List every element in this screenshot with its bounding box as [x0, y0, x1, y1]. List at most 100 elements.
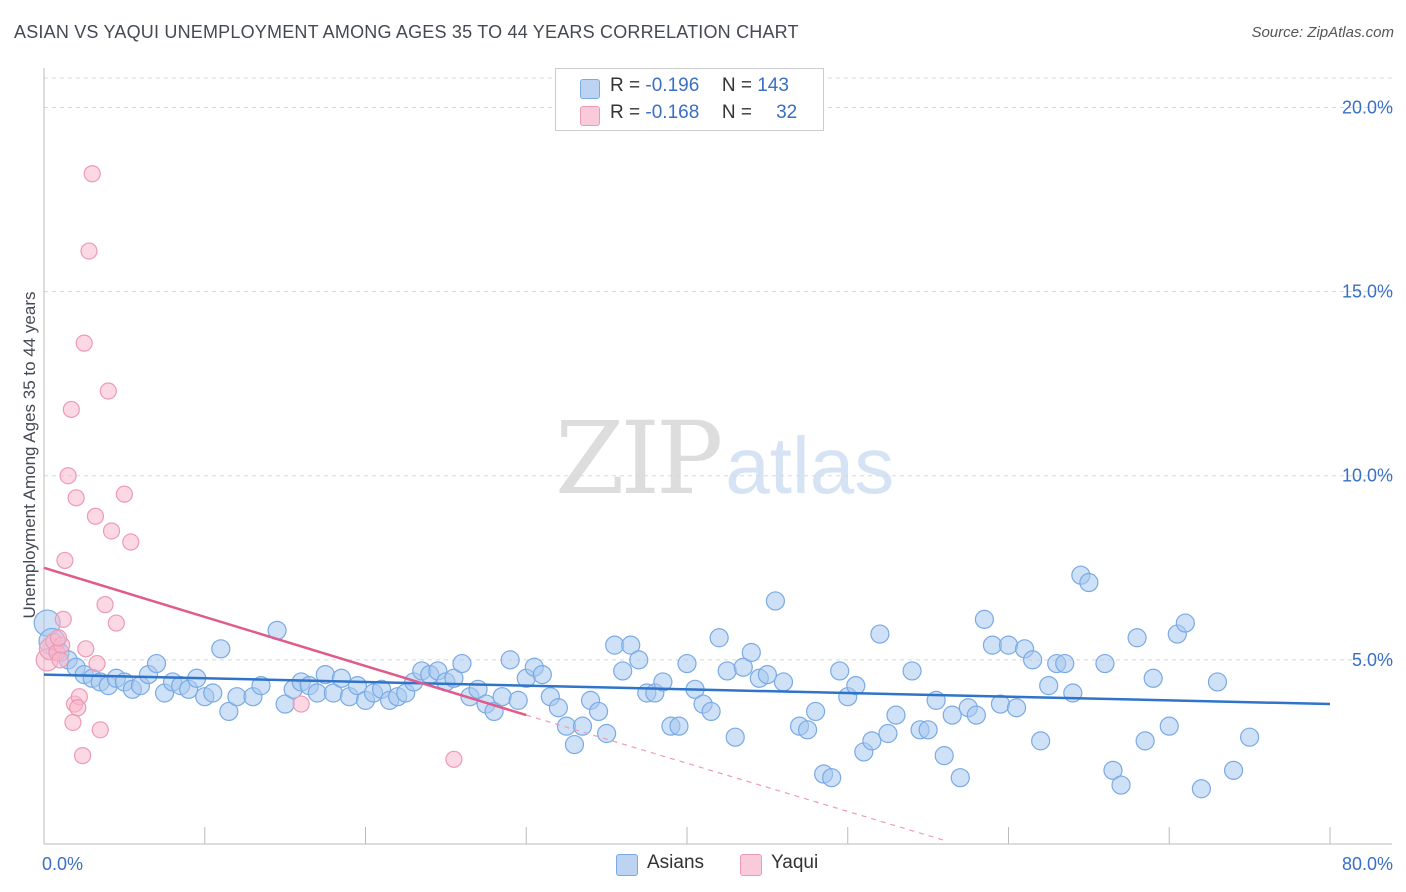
asians-point	[621, 635, 641, 655]
y-tick-label: 20.0%	[1342, 97, 1393, 117]
asians-points	[33, 565, 1260, 799]
asians-point	[219, 701, 239, 722]
asians-point	[862, 731, 882, 751]
asians-point	[1159, 716, 1179, 736]
yaqui-point	[56, 551, 74, 570]
asians-point	[1039, 676, 1059, 696]
yaqui-point	[445, 750, 463, 768]
y-tick-label: 10.0%	[1342, 466, 1393, 486]
asians-point	[998, 635, 1019, 655]
asians-point	[1143, 668, 1163, 688]
asians-point	[1079, 572, 1099, 593]
asians-point	[934, 746, 954, 766]
asians-point	[902, 661, 922, 681]
legend-n-label: N =	[721, 75, 752, 96]
asians-point	[669, 716, 689, 736]
asians-point	[757, 664, 777, 685]
asians-point	[1191, 779, 1212, 799]
source-label: Source: ZipAtlas.com	[1251, 24, 1394, 41]
yaqui-point	[107, 614, 125, 632]
yaqui-point	[86, 507, 105, 525]
asians-point	[146, 653, 167, 674]
asians-point	[452, 653, 472, 674]
legend-n-value: 32	[776, 102, 798, 123]
yaqui-trend-line	[43, 566, 527, 717]
bottom-legend-swatch-asians	[616, 854, 638, 876]
asians-point	[588, 701, 609, 722]
asians-point	[974, 609, 994, 629]
watermark-zip: ZIP	[555, 400, 723, 517]
yaqui-point	[75, 334, 93, 352]
asians-point	[733, 657, 753, 677]
asians-point	[1023, 650, 1043, 670]
asians-point	[532, 664, 552, 685]
yaqui-point	[88, 654, 106, 673]
asians-point	[942, 705, 962, 725]
asians-point	[1175, 613, 1195, 633]
asians-point	[653, 672, 673, 692]
asians-point	[508, 690, 528, 710]
asians-point	[1135, 731, 1155, 751]
asians-point	[1127, 628, 1147, 648]
asians-point	[211, 639, 231, 659]
asians-point	[918, 720, 938, 740]
asians-point	[797, 720, 818, 740]
asians-point	[822, 768, 842, 788]
asians-point	[870, 624, 890, 644]
y-tick-label: 15.0%	[1342, 282, 1393, 302]
yaqui-point	[292, 695, 310, 713]
asians-point	[725, 727, 745, 747]
legend-r-label: R =	[610, 75, 641, 96]
yaqui-point	[80, 242, 98, 260]
asians-point	[677, 653, 697, 674]
yaqui-trend-extension	[526, 714, 945, 841]
asians-point	[773, 672, 794, 692]
asians-point	[500, 650, 520, 670]
asians-point	[1006, 698, 1027, 718]
legend-r-label: R =	[610, 102, 641, 123]
asians-point	[1223, 760, 1244, 780]
asians-point	[597, 723, 617, 744]
x-tick-label: 0.0%	[42, 854, 83, 874]
asians-point	[709, 628, 729, 648]
asians-point	[307, 683, 327, 703]
yaqui-point	[51, 651, 69, 669]
x-tick-label: 80.0%	[1342, 854, 1393, 874]
asians-point	[492, 687, 512, 707]
yaqui-point	[59, 467, 77, 485]
asians-point	[564, 734, 585, 755]
watermark-atlas: atlas	[725, 421, 895, 510]
asians-point	[227, 687, 247, 707]
yaqui-point	[91, 721, 109, 739]
yaqui-point	[73, 747, 92, 765]
yaqui-point	[96, 596, 114, 614]
bottom-legend-label-yaqui: Yaqui	[771, 852, 819, 873]
asians-point	[1111, 775, 1131, 795]
asians-point	[556, 716, 577, 736]
yaqui-point	[99, 382, 117, 400]
asians-point	[1103, 760, 1123, 780]
correlation-legend: R = -0.196 N = 143 R = -0.168 N = 32	[555, 68, 824, 131]
asians-point	[886, 705, 906, 725]
asians-point	[846, 676, 866, 696]
watermark: ZIPatlas	[555, 400, 894, 517]
yaqui-point	[102, 522, 121, 540]
asians-point	[805, 701, 826, 722]
asians-point	[950, 768, 970, 788]
yaqui-point	[67, 489, 85, 507]
asians-point	[701, 701, 721, 722]
asians-trend-line	[43, 673, 1331, 706]
asians-point	[203, 683, 223, 703]
asians-point	[1031, 731, 1051, 751]
asians-point	[717, 661, 737, 681]
bottom-legend-label-asians: Asians	[647, 852, 705, 873]
legend-n-label: N =	[721, 102, 752, 123]
legend-text-yaqui: R = -0.168 N = 32	[610, 102, 797, 124]
yaqui-points	[35, 165, 463, 768]
legend-n-value: 143	[757, 75, 789, 96]
yaqui-point	[122, 533, 140, 551]
bottom-legend-swatch-yaqui	[740, 854, 762, 876]
asians-point	[251, 676, 271, 696]
asians-point	[1207, 672, 1228, 692]
